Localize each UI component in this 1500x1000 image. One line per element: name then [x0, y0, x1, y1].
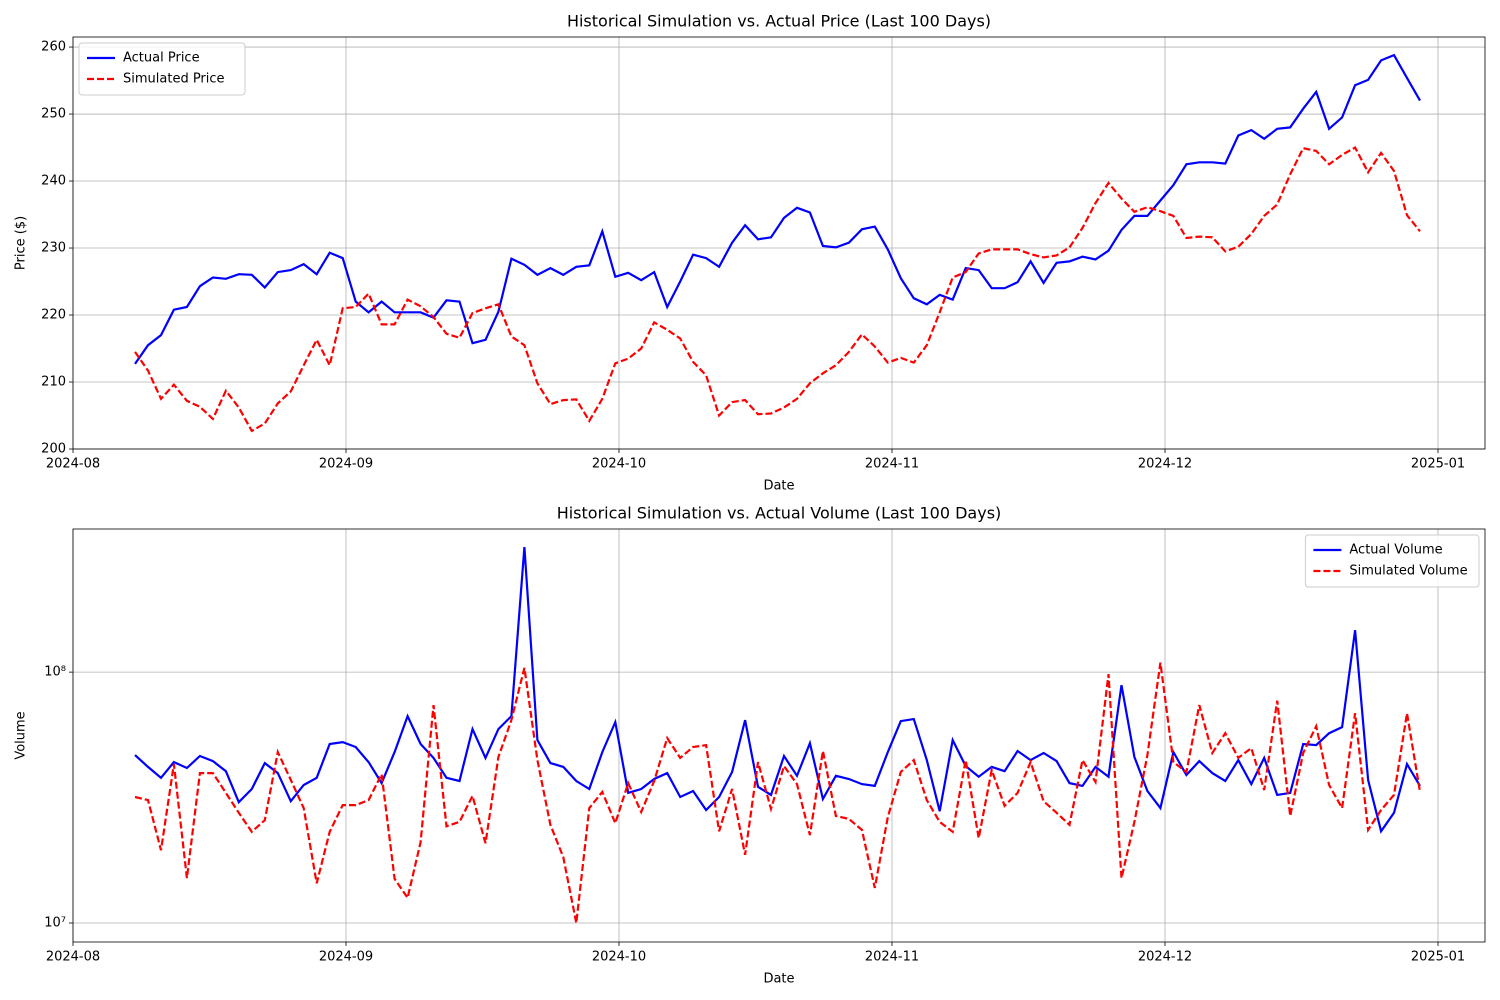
y-tick-label: 250 — [41, 107, 66, 122]
x-tick-label: 2025-01 — [1411, 950, 1465, 965]
x-tick-label: 2024-08 — [46, 950, 100, 965]
y-axis-label: Volume — [14, 711, 29, 759]
y-tick-label: 10⁸ — [44, 665, 66, 680]
series-line — [134, 662, 1422, 924]
x-tick-label: 2025-01 — [1411, 457, 1465, 472]
y-tick-label: 260 — [41, 40, 66, 55]
legend-box — [78, 42, 246, 96]
x-tick-label: 2024-11 — [865, 950, 919, 965]
legend-label: Actual Volume — [1349, 543, 1442, 558]
x-tick-label: 2024-08 — [46, 457, 100, 472]
x-tick-label: 2024-12 — [1138, 457, 1192, 472]
y-tick-label: 10⁷ — [44, 916, 66, 931]
x-tick-label: 2024-10 — [592, 457, 646, 472]
plot-frame — [72, 36, 1486, 450]
x-axis-label: Date — [763, 972, 794, 987]
chart: Historical Simulation vs. Actual Price (… — [14, 12, 1486, 494]
chart-title: Historical Simulation vs. Actual Price (… — [567, 12, 991, 31]
y-tick-label: 230 — [41, 241, 66, 256]
legend-label: Simulated Price — [123, 72, 225, 87]
legend: Actual Volume Simulated Volume — [1304, 534, 1480, 588]
x-tick-label: 2024-09 — [319, 457, 373, 472]
x-tick-label: 2024-10 — [592, 950, 646, 965]
y-axis-label: Price ($) — [14, 216, 29, 270]
chart: Historical Simulation vs. Actual Volume … — [14, 504, 1486, 987]
chart-title: Historical Simulation vs. Actual Volume … — [557, 504, 1002, 523]
legend-label: Simulated Volume — [1349, 564, 1467, 579]
x-tick-label: 2024-09 — [319, 950, 373, 965]
y-tick-label: 220 — [41, 308, 66, 323]
y-tick-label: 200 — [41, 442, 66, 457]
x-axis-label: Date — [763, 479, 794, 494]
series-line — [134, 145, 1421, 433]
legend: Actual Price Simulated Price — [78, 42, 246, 96]
series-line — [134, 547, 1421, 834]
legend-label: Actual Price — [123, 51, 200, 66]
series-line — [134, 53, 1421, 365]
x-tick-label: 2024-12 — [1138, 950, 1192, 965]
x-tick-label: 2024-11 — [865, 457, 919, 472]
y-tick-label: 210 — [41, 375, 66, 390]
plot-frame — [72, 528, 1486, 943]
legend-box — [1304, 534, 1480, 588]
y-tick-label: 240 — [41, 174, 66, 189]
